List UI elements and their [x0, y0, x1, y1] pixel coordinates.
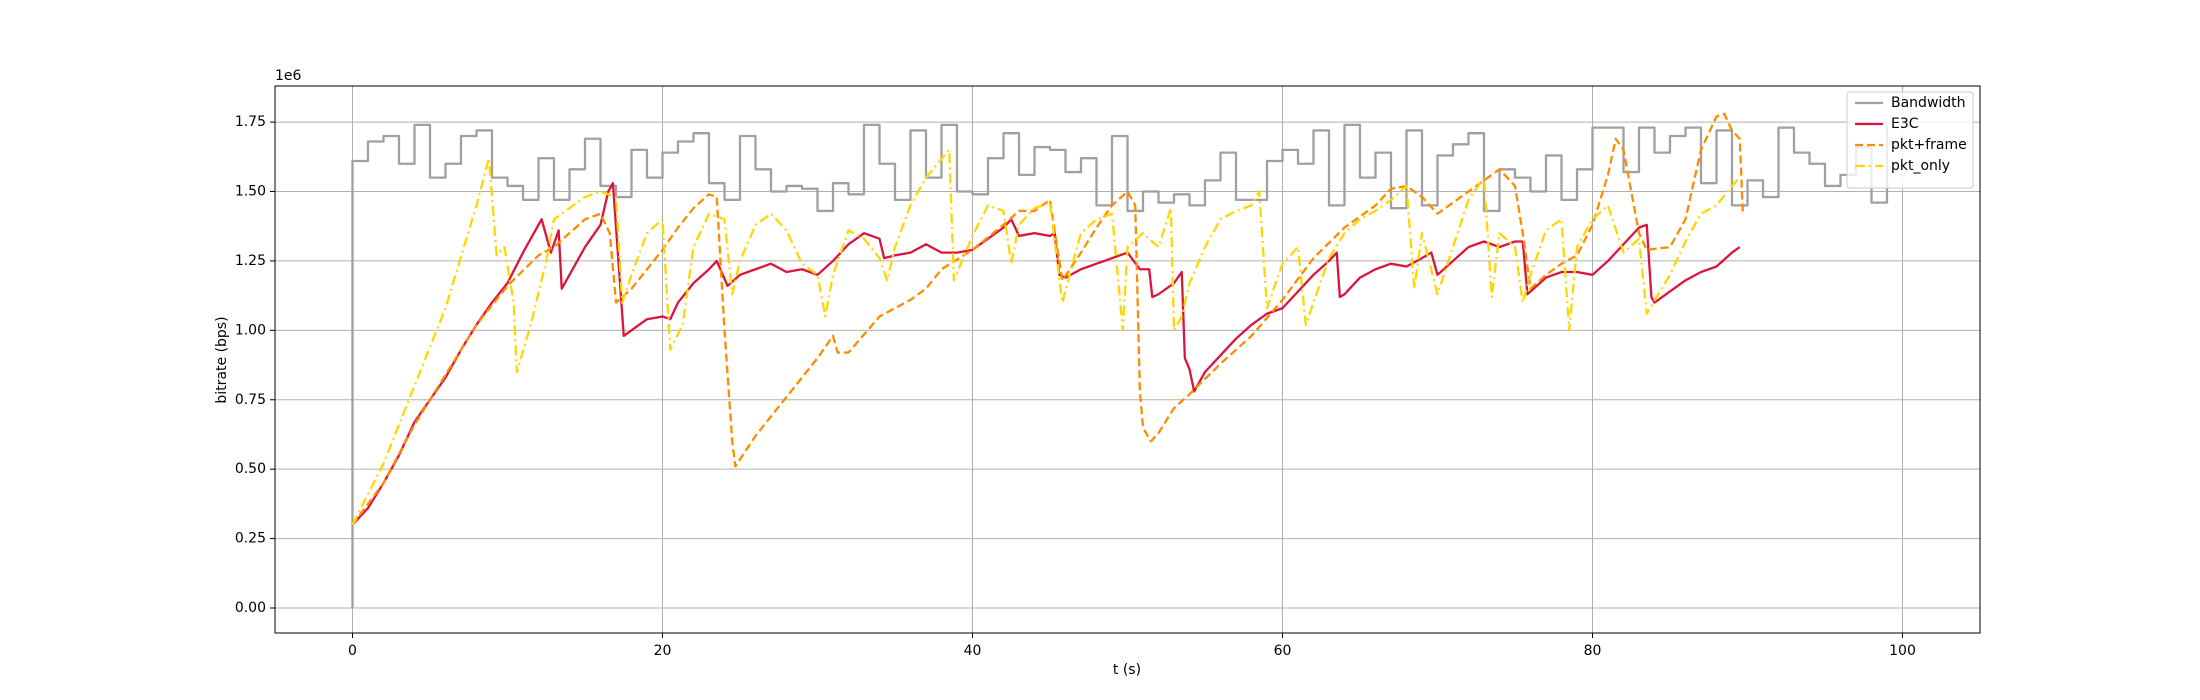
legend-label: pkt_only	[1891, 158, 1950, 174]
y-tick-label: 0.50	[235, 461, 266, 477]
x-tick-label: 20	[654, 643, 672, 659]
series-line	[351, 123, 1889, 609]
y-offset-label: 1e6	[275, 68, 302, 84]
x-tick-label: 100	[1889, 643, 1916, 659]
legend-label: E3C	[1891, 116, 1919, 132]
x-tick-label: 80	[1584, 643, 1602, 659]
y-tick-label: 1.25	[235, 253, 266, 269]
legend-label: Bandwidth	[1891, 95, 1966, 111]
y-tick-label: 1.75	[235, 114, 266, 130]
y-tick-label: 0.00	[235, 600, 266, 616]
x-tick-label: 0	[348, 643, 357, 659]
x-tick-label: 60	[1274, 643, 1292, 659]
series-line	[351, 112, 1744, 526]
y-tick-label: 1.00	[235, 322, 266, 338]
series-line	[351, 182, 1741, 526]
x-axis-label: t (s)	[1113, 662, 1141, 678]
legend-box	[1846, 91, 1974, 189]
y-tick-label: 0.25	[235, 531, 266, 547]
y-tick-label: 0.75	[235, 392, 266, 408]
y-axis-label: bitrate (bps)	[214, 316, 230, 403]
plot-frame	[274, 85, 1981, 634]
x-tick-label: 40	[964, 643, 982, 659]
y-tick-label: 1.50	[235, 184, 266, 200]
legend-label: pkt+frame	[1891, 137, 1967, 153]
series-line	[351, 148, 1741, 526]
